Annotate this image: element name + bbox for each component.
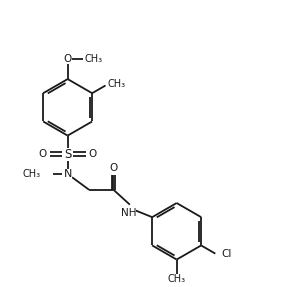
Text: NH: NH (121, 208, 136, 218)
Text: S: S (64, 148, 71, 160)
Text: Cl: Cl (221, 249, 232, 259)
Text: CH₃: CH₃ (85, 54, 103, 63)
Text: N: N (63, 169, 72, 179)
Text: O: O (39, 149, 47, 159)
Text: O: O (109, 163, 118, 173)
Text: O: O (63, 54, 72, 63)
Text: O: O (88, 149, 97, 159)
Text: CH₃: CH₃ (23, 169, 41, 179)
Text: CH₃: CH₃ (108, 79, 126, 89)
Text: CH₃: CH₃ (168, 274, 186, 284)
